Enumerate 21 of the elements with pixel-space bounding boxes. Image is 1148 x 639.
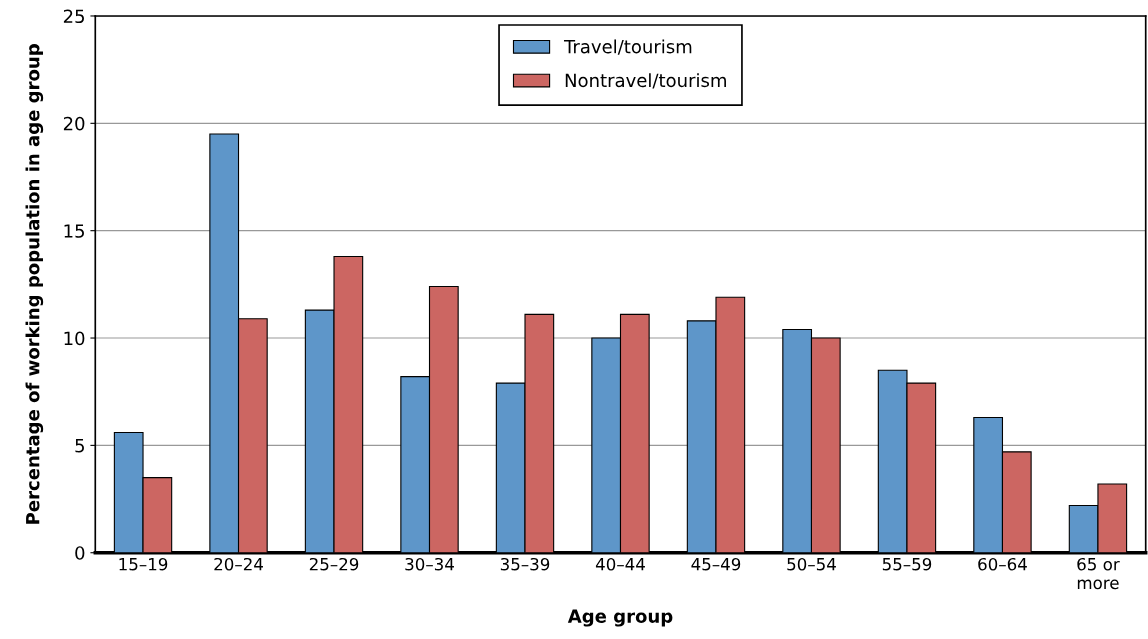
legend-label: Travel/tourism [563,39,692,55]
y-tick-label: 25 [63,9,84,24]
x-axis-title: Age group [567,609,673,627]
y-tick-label: 15 [64,224,84,238]
y-tick-label: 20 [63,116,85,131]
x-tick-label: 60–64 [978,557,1027,571]
x-tick-label: 25–29 [309,557,359,571]
x-tick-label: 40–44 [595,557,645,571]
x-tick-label: 35–39 [500,557,550,571]
x-tick-label: 15–19 [119,557,168,571]
y-tick-label: 0 [75,546,85,560]
y-tick-label: 5 [75,439,84,453]
y-tick-label: 10 [64,331,85,346]
x-tick-label: 55–59 [882,557,932,571]
x-tick-label: 65 or more [1077,557,1120,590]
x-tick-label: 20–24 [214,557,263,571]
x-tick-label: 30–34 [405,557,454,571]
legend-label: Nontravel/tourism [565,73,726,89]
x-tick-label: 50–54 [787,557,836,571]
x-tick-label: 45–49 [691,557,741,571]
y-axis-title: Percentage of working population in age group [25,44,44,524]
